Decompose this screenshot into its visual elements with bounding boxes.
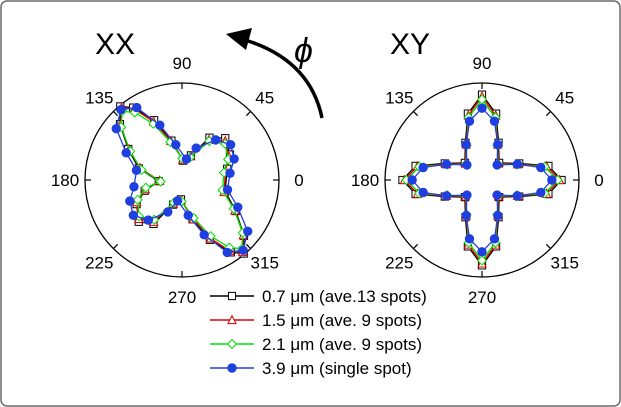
- rotation-arrowhead: [226, 28, 252, 50]
- data-point: [155, 120, 165, 130]
- angle-tick-label: 225: [385, 254, 413, 273]
- data-point: [418, 187, 428, 198]
- data-point: [461, 139, 471, 150]
- angle-tick: [545, 110, 552, 117]
- data-point: [132, 194, 143, 205]
- data-point: [140, 182, 152, 193]
- data-point: [407, 175, 417, 185]
- data-point: [476, 255, 488, 266]
- legend-marker: [226, 338, 238, 350]
- data-point: [143, 215, 154, 225]
- data-point: [492, 160, 502, 170]
- legend-label: 2.1 μm (ave. 9 spots): [262, 335, 422, 354]
- data-point: [512, 159, 523, 169]
- angle-tick: [245, 110, 252, 117]
- data-point: [512, 191, 523, 201]
- angle-tick: [545, 243, 552, 250]
- data-point: [181, 154, 192, 164]
- plot-title-xy: XY: [390, 28, 430, 61]
- angle-tick-label: 45: [555, 88, 574, 107]
- angle-tick-label: 135: [385, 88, 413, 107]
- legend-marker: [227, 291, 237, 301]
- angle-tick-label: 90: [473, 54, 492, 73]
- angle-tick-label: 0: [594, 171, 603, 190]
- phi-label: ϕ: [294, 32, 313, 70]
- data-point: [418, 162, 428, 173]
- polar-plot-xy: 0 45 90 135 180 225 270 315: [351, 54, 604, 307]
- data-point: [441, 191, 452, 201]
- data-point: [464, 116, 475, 126]
- data-point: [536, 187, 546, 198]
- data-point: [489, 234, 500, 244]
- data-point: [225, 139, 236, 150]
- angle-tick: [412, 243, 419, 250]
- data-point: [441, 159, 452, 169]
- legend-marker: [227, 363, 237, 373]
- angle-tick-label: 180: [351, 171, 379, 190]
- angle-tick: [112, 110, 119, 117]
- angle-tick-label: 0: [294, 171, 303, 190]
- data-point: [493, 210, 503, 221]
- data-point: [129, 182, 139, 192]
- angle-tick-label: 270: [468, 288, 496, 307]
- data-point: [489, 116, 500, 126]
- data-point: [461, 210, 471, 221]
- angle-tick-label: 135: [85, 88, 113, 107]
- angle-tick: [412, 110, 419, 117]
- data-point: [233, 202, 243, 212]
- data-point: [462, 160, 472, 170]
- data-point: [222, 247, 232, 258]
- data-point: [464, 234, 475, 244]
- data-point: [121, 148, 131, 158]
- data-point: [172, 196, 183, 206]
- legend-label: 0.7 μm (ave.13 spots): [262, 287, 427, 306]
- data-point: [238, 245, 248, 255]
- legend-label: 3.9 μm (single spot): [262, 359, 412, 378]
- data-point: [462, 190, 472, 200]
- angle-tick-label: 315: [251, 254, 279, 273]
- angle-tick-label: 315: [551, 254, 579, 273]
- legend-label: 1.5 μm (ave. 9 spots): [262, 311, 422, 330]
- data-point: [229, 154, 239, 164]
- data-point: [155, 176, 166, 187]
- angle-tick-label: 90: [173, 54, 192, 73]
- plot-title-xx: XX: [95, 28, 135, 61]
- angle-tick-label: 225: [85, 254, 113, 273]
- data-point: [199, 230, 209, 240]
- data-point: [477, 103, 487, 113]
- angle-tick-label: 180: [51, 171, 79, 190]
- data-point: [210, 135, 221, 145]
- legend-marker: [227, 314, 237, 325]
- data-point: [171, 139, 181, 150]
- angle-tick-label: 45: [255, 88, 274, 107]
- data-point: [536, 162, 546, 173]
- rotation-arrow: [244, 38, 324, 119]
- data-point: [128, 210, 139, 221]
- data-point: [183, 210, 193, 221]
- data-point: [493, 139, 503, 150]
- data-point: [547, 175, 557, 185]
- data-point: [225, 168, 235, 178]
- angle-tick: [245, 243, 252, 250]
- data-point: [116, 105, 126, 115]
- angle-tick-label: 270: [168, 288, 196, 307]
- data-point: [477, 247, 487, 257]
- data-point: [191, 143, 201, 153]
- data-point: [222, 184, 233, 195]
- angle-tick: [112, 243, 119, 250]
- data-point: [163, 207, 173, 217]
- data-point: [131, 165, 142, 176]
- data-point: [111, 123, 121, 134]
- polar-plot-xx: 0 45 90 135 180 225 270 315: [51, 54, 304, 307]
- series-group: [111, 102, 253, 258]
- data-point: [165, 136, 176, 148]
- data-point: [125, 196, 135, 206]
- data-point: [492, 190, 502, 200]
- legend: 0.7 μm (ave.13 spots) 1.5 μm (ave. 9 spot…: [210, 287, 427, 378]
- data-point: [132, 102, 142, 113]
- data-point: [243, 226, 253, 237]
- series-group: [407, 103, 557, 257]
